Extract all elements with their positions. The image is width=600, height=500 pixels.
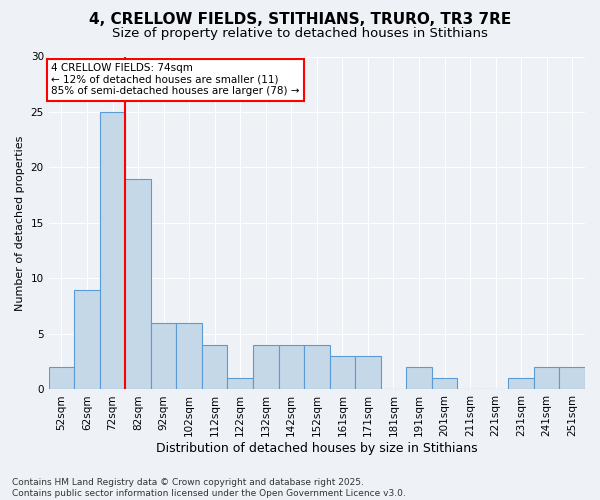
Bar (151, 323, 176, 390)
Bar (227, 378, 253, 390)
Bar (304, 345, 329, 390)
Y-axis label: Number of detached properties: Number of detached properties (15, 136, 25, 310)
Bar (278, 345, 304, 390)
Text: 4 CRELLOW FIELDS: 74sqm
← 12% of detached houses are smaller (11)
85% of semi-de: 4 CRELLOW FIELDS: 74sqm ← 12% of detache… (52, 63, 300, 96)
Bar (559, 368, 585, 390)
X-axis label: Distribution of detached houses by size in Stithians: Distribution of detached houses by size … (156, 442, 478, 455)
Bar (253, 345, 278, 390)
Bar (100, 112, 125, 390)
Bar (74, 290, 100, 390)
Bar (176, 323, 202, 390)
Bar (49, 368, 74, 390)
Bar (534, 368, 559, 390)
Bar (508, 378, 534, 390)
Bar (202, 345, 227, 390)
Bar (432, 378, 457, 390)
Text: 4, CRELLOW FIELDS, STITHIANS, TRURO, TR3 7RE: 4, CRELLOW FIELDS, STITHIANS, TRURO, TR3… (89, 12, 511, 28)
Bar (355, 356, 380, 390)
Text: Contains HM Land Registry data © Crown copyright and database right 2025.
Contai: Contains HM Land Registry data © Crown c… (12, 478, 406, 498)
Bar (125, 178, 151, 390)
Bar (406, 368, 432, 390)
Bar (329, 356, 355, 390)
Text: Size of property relative to detached houses in Stithians: Size of property relative to detached ho… (112, 28, 488, 40)
